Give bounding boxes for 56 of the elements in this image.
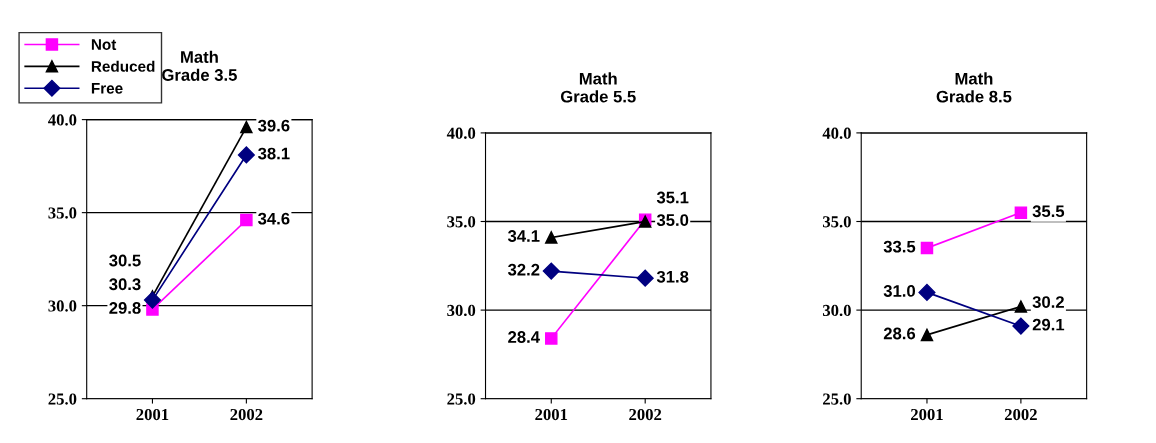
data-label: 38.1 <box>258 147 290 160</box>
point <box>920 241 934 255</box>
y-tick-label: 25.0 <box>823 393 851 405</box>
y-tick-label: 30.0 <box>48 300 77 312</box>
y-tick-label: 25.0 <box>447 393 476 405</box>
data-label: 28.4 <box>508 331 540 343</box>
y-tick-label: 40.0 <box>48 114 77 126</box>
y-tick-label: 35.0 <box>447 216 476 228</box>
point <box>143 291 161 309</box>
data-label: 33.5 <box>883 240 916 253</box>
legend-label: Reduced <box>91 60 155 72</box>
x-tick-label: 2002 <box>230 408 263 421</box>
chart-title: Math Grade 5.5 <box>560 72 636 103</box>
y-tick-label: 25.0 <box>48 393 77 405</box>
data-label: 34.6 <box>258 212 290 225</box>
point <box>542 262 560 280</box>
x-tick-label: 2001 <box>911 408 943 421</box>
data-label: 35.5 <box>1032 205 1065 218</box>
data-label: 29.1 <box>1032 318 1065 331</box>
point <box>237 146 255 164</box>
data-label: 34.1 <box>507 230 540 242</box>
point <box>1012 317 1030 335</box>
data-label: 30.3 <box>109 278 141 291</box>
data-label: 31.8 <box>656 270 689 283</box>
chart-title: Math Grade 8.5 <box>936 72 1012 103</box>
x-tick-label: 2002 <box>629 408 662 421</box>
chart-title: Math Grade 3.5 <box>162 50 237 81</box>
data-label: 29.8 <box>109 302 141 314</box>
point <box>545 332 558 345</box>
data-label: 32.2 <box>507 263 540 276</box>
data-label: 28.6 <box>883 327 916 340</box>
data-label: 30.5 <box>109 254 141 267</box>
point <box>1014 206 1028 219</box>
data-label: 39.6 <box>258 119 290 132</box>
y-tick-label: 35.0 <box>822 216 851 228</box>
point <box>636 269 654 287</box>
x-tick-label: 2001 <box>136 408 169 421</box>
data-label: 30.2 <box>1032 296 1064 308</box>
y-tick-label: 35.0 <box>48 207 77 219</box>
data-label: 31.0 <box>883 285 916 297</box>
legend-label: Not <box>91 39 117 50</box>
point <box>240 120 253 134</box>
point <box>920 328 934 342</box>
legend-label: Free <box>91 83 123 94</box>
y-tick-label: 30.0 <box>822 304 851 317</box>
x-tick-label: 2001 <box>535 408 568 421</box>
x-tick-label: 2002 <box>1004 408 1037 421</box>
data-label: 35.0 <box>656 214 689 226</box>
point <box>240 213 253 227</box>
point <box>918 283 936 301</box>
y-tick-label: 40.0 <box>822 127 851 139</box>
point <box>545 231 558 244</box>
y-tick-label: 30.0 <box>447 304 476 317</box>
data-label: 35.1 <box>656 191 689 204</box>
y-tick-label: 40.0 <box>446 127 476 139</box>
point <box>1014 300 1028 313</box>
